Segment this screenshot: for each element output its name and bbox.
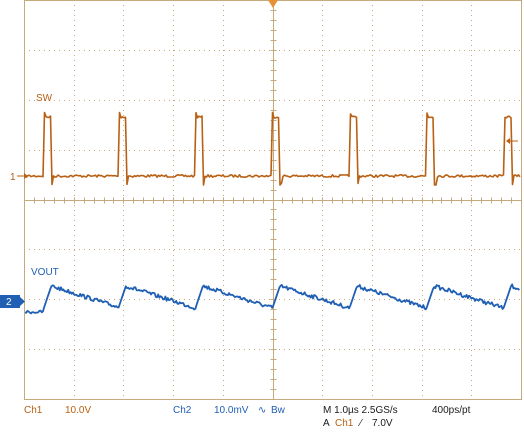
ch2-trace [24,283,520,315]
ac-coupling-icon: ∿ [258,405,267,416]
bandwidth-limit-indicator: Bw [271,405,285,416]
ch2-ground-marker[interactable]: 2 [0,295,25,308]
trigger-position-icon[interactable] [268,0,278,8]
ch1-ground-marker[interactable]: 1 [10,172,28,183]
graticule [24,0,522,400]
ch2-name[interactable]: Ch2 [173,405,192,416]
ch2-vout-waveform [24,283,520,315]
record-resolution: 400ps/pt [432,405,471,416]
trigger-level-icon[interactable] [506,138,518,144]
ch1-sw-waveform [24,111,521,186]
ch2-waveform-label: VOUT [31,267,59,278]
trigger-slope-icon: ⁄ [360,418,362,429]
ch1-trace [24,111,521,186]
ch1-marker-label: 1 [10,172,16,183]
ch2-scale[interactable]: 10.0mV [214,405,249,416]
trigger-prefix: A [323,418,330,429]
ch1-scale[interactable]: 10.0V [65,405,92,416]
trigger-level-readout[interactable]: 7.0V [372,418,393,429]
timebase-readout[interactable]: M 1.0µs 2.5GS/s [323,405,398,416]
ch1-waveform-label: SW [36,93,53,104]
ch1-name[interactable]: Ch1 [24,405,43,416]
trigger-source[interactable]: Ch1 [335,418,354,429]
ch2-marker-label: 2 [6,297,12,308]
